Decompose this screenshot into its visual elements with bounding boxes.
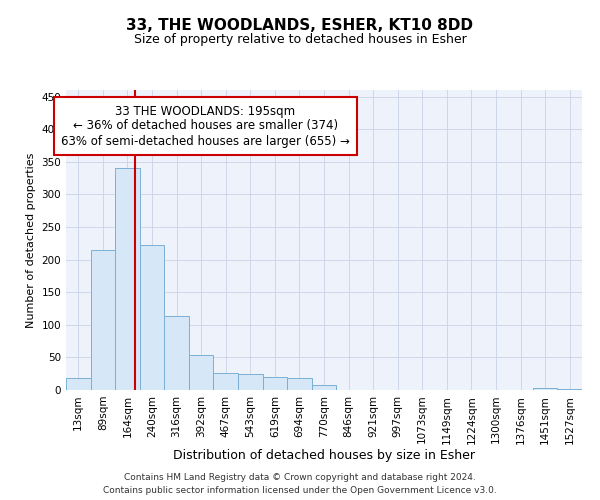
X-axis label: Distribution of detached houses by size in Esher: Distribution of detached houses by size …: [173, 449, 475, 462]
Bar: [238, 374, 263, 390]
Text: Size of property relative to detached houses in Esher: Size of property relative to detached ho…: [134, 32, 466, 46]
Y-axis label: Number of detached properties: Number of detached properties: [26, 152, 36, 328]
Bar: [312, 385, 336, 390]
Bar: [533, 388, 557, 390]
Bar: [115, 168, 140, 390]
Text: 33 THE WOODLANDS: 195sqm
← 36% of detached houses are smaller (374)
63% of semi-: 33 THE WOODLANDS: 195sqm ← 36% of detach…: [61, 104, 350, 148]
Text: Contains HM Land Registry data © Crown copyright and database right 2024.
Contai: Contains HM Land Registry data © Crown c…: [103, 474, 497, 495]
Bar: [214, 373, 238, 390]
Bar: [287, 378, 312, 390]
Bar: [66, 378, 91, 390]
Bar: [91, 250, 115, 390]
Bar: [140, 245, 164, 390]
Bar: [164, 316, 189, 390]
Bar: [263, 377, 287, 390]
Bar: [189, 356, 214, 390]
Bar: [557, 388, 582, 390]
Text: 33, THE WOODLANDS, ESHER, KT10 8DD: 33, THE WOODLANDS, ESHER, KT10 8DD: [127, 18, 473, 32]
